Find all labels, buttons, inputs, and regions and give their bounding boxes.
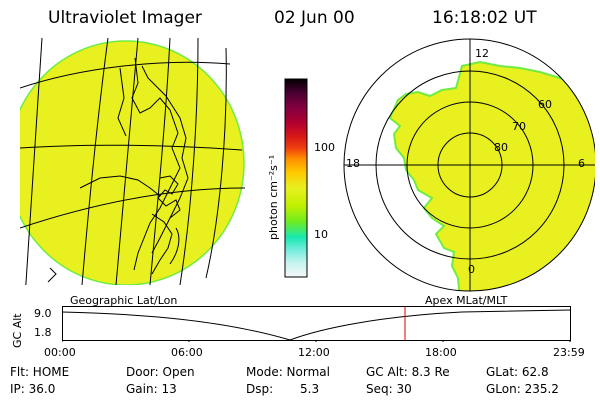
app-title: Ultraviolet Imager bbox=[48, 8, 202, 28]
lat-label-60: 60 bbox=[538, 98, 552, 111]
altitude-xtick-1200: 12:00 bbox=[298, 346, 330, 359]
polar-plot bbox=[343, 38, 595, 292]
colorbar-tick-10: 10 bbox=[314, 228, 328, 241]
mlt-label-12: 12 bbox=[475, 47, 489, 60]
info-ip: IP: 36.0 bbox=[10, 382, 56, 396]
auroral-image-disk bbox=[20, 40, 245, 285]
image-time: 16:18:02 UT bbox=[432, 8, 537, 28]
altitude-ylabel: GC Alt bbox=[11, 313, 24, 348]
info-glat: GLat: 62.8 bbox=[486, 365, 549, 379]
altitude-ytick-bottom: 1.8 bbox=[34, 326, 52, 339]
info-dsp-label: Dsp: bbox=[246, 382, 274, 396]
geographic-map bbox=[20, 38, 246, 285]
right-panel-label: Apex MLat/MLT bbox=[425, 294, 508, 307]
info-door: Door: Open bbox=[126, 365, 195, 379]
lat-label-70: 70 bbox=[512, 120, 526, 133]
image-date: 02 Jun 00 bbox=[274, 8, 355, 28]
altitude-xtick-2359: 23:59 bbox=[553, 346, 585, 359]
info-glon: GLon: 235.2 bbox=[486, 382, 559, 396]
colorbar-label: photon cm⁻²s⁻¹ bbox=[267, 154, 280, 240]
info-flight: Flt: HOME bbox=[10, 365, 70, 379]
altitude-curve bbox=[62, 309, 571, 341]
altitude-xtick-1800: 18:00 bbox=[425, 346, 457, 359]
mlt-label-0: 0 bbox=[468, 263, 475, 276]
lat-label-80: 80 bbox=[494, 141, 508, 154]
auroral-image-polar bbox=[388, 60, 595, 291]
colorbar-tick-100: 100 bbox=[314, 141, 335, 154]
altitude-plot bbox=[62, 306, 571, 342]
info-gc-alt: GC Alt: 8.3 Re bbox=[366, 365, 450, 379]
mlt-label-6: 6 bbox=[578, 157, 585, 170]
info-dsp-value: 5.3 bbox=[300, 382, 320, 396]
colorbar bbox=[284, 78, 308, 278]
info-mode: Mode: Normal bbox=[246, 365, 330, 379]
info-seq: Seq: 30 bbox=[366, 382, 412, 396]
altitude-xtick-0000: 00:00 bbox=[44, 346, 76, 359]
altitude-xtick-0600: 06:00 bbox=[171, 346, 203, 359]
info-gain: Gain: 13 bbox=[126, 382, 177, 396]
left-panel-label: Geographic Lat/Lon bbox=[70, 294, 178, 307]
altitude-ytick-top: 9.0 bbox=[34, 307, 52, 320]
mlt-label-18: 18 bbox=[346, 157, 360, 170]
